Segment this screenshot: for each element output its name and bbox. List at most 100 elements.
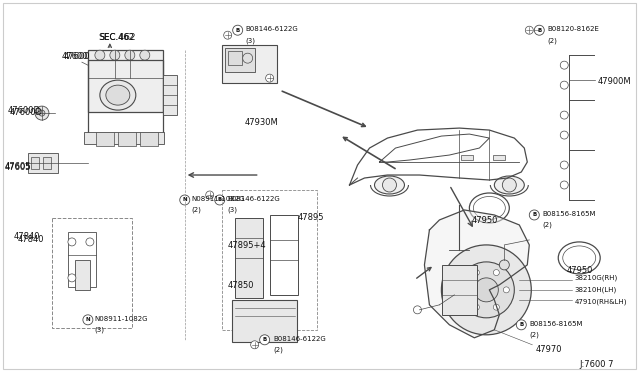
Circle shape (493, 270, 499, 276)
Text: SEC.462: SEC.462 (99, 33, 136, 42)
Circle shape (140, 50, 150, 60)
Circle shape (560, 181, 568, 189)
Circle shape (95, 50, 105, 60)
Text: N: N (182, 198, 187, 202)
Text: (3): (3) (246, 37, 255, 44)
Text: B: B (218, 198, 222, 202)
Text: B: B (262, 337, 267, 342)
Circle shape (534, 25, 544, 35)
Bar (493, 155, 506, 160)
Circle shape (529, 210, 540, 220)
Circle shape (525, 26, 533, 34)
Text: 47840: 47840 (14, 232, 40, 241)
Bar (43, 157, 51, 169)
Bar (88, 50, 163, 112)
Bar (68, 232, 96, 287)
Text: J:7600 7: J:7600 7 (579, 360, 614, 369)
Circle shape (474, 278, 499, 302)
Circle shape (83, 315, 93, 325)
Text: (2): (2) (274, 347, 284, 353)
Circle shape (560, 81, 568, 89)
Text: B08146-6122G: B08146-6122G (246, 26, 298, 32)
Text: 47895+4: 47895+4 (228, 241, 266, 250)
Text: B: B (532, 212, 536, 218)
Circle shape (474, 270, 479, 276)
Bar (75, 260, 90, 290)
Text: (2): (2) (542, 222, 552, 228)
Text: 47605: 47605 (5, 163, 31, 172)
Text: 47600: 47600 (64, 52, 90, 61)
Bar (118, 132, 136, 146)
Circle shape (413, 306, 421, 314)
Text: 47930M: 47930M (244, 118, 278, 127)
Bar (442, 265, 477, 315)
Circle shape (560, 61, 568, 69)
Text: 47910(RH&LH): 47910(RH&LH) (574, 299, 627, 305)
Text: (2): (2) (547, 37, 557, 44)
Circle shape (251, 341, 259, 349)
Text: B: B (537, 28, 541, 33)
Bar (221, 45, 276, 83)
Circle shape (266, 74, 274, 82)
Circle shape (493, 304, 499, 310)
Text: (2): (2) (529, 332, 539, 338)
Text: B: B (236, 28, 240, 33)
Circle shape (243, 53, 253, 63)
Circle shape (214, 195, 225, 205)
Ellipse shape (494, 176, 524, 194)
Circle shape (260, 335, 269, 345)
Bar (235, 218, 262, 298)
Circle shape (205, 191, 214, 199)
Text: 47895: 47895 (298, 213, 324, 222)
Text: 47605: 47605 (5, 162, 31, 171)
Circle shape (503, 287, 509, 293)
Circle shape (560, 161, 568, 169)
Text: 47840: 47840 (18, 235, 44, 244)
Bar (140, 132, 158, 146)
Circle shape (68, 274, 76, 282)
Text: (3): (3) (95, 327, 105, 333)
Text: 47600D: 47600D (10, 108, 43, 117)
Text: SEC.462: SEC.462 (100, 33, 135, 42)
Circle shape (180, 195, 189, 205)
Ellipse shape (106, 85, 130, 105)
Circle shape (68, 238, 76, 246)
Text: B: B (519, 322, 524, 327)
Text: N: N (86, 317, 90, 322)
Text: B08156-8165M: B08156-8165M (529, 321, 583, 327)
Bar (88, 60, 163, 135)
Text: (3): (3) (228, 207, 237, 214)
Ellipse shape (100, 80, 136, 110)
Text: N08911-1082G: N08911-1082G (192, 196, 245, 202)
Text: B08146-6122G: B08146-6122G (274, 336, 326, 342)
Circle shape (499, 260, 509, 270)
Text: 38210H(LH): 38210H(LH) (574, 287, 616, 294)
Text: 47600: 47600 (62, 52, 88, 61)
Bar (228, 51, 242, 65)
Text: (2): (2) (192, 207, 202, 214)
Circle shape (86, 238, 94, 246)
Circle shape (463, 287, 469, 293)
Text: 47970: 47970 (535, 345, 562, 354)
Circle shape (383, 178, 396, 192)
Circle shape (110, 50, 120, 60)
Bar (232, 300, 296, 342)
Bar (163, 75, 177, 115)
Text: 47950: 47950 (472, 216, 498, 225)
Text: N08911-1082G: N08911-1082G (95, 316, 148, 322)
Bar (28, 153, 58, 173)
Text: 38210G(RH): 38210G(RH) (574, 275, 618, 281)
Bar (269, 215, 298, 295)
Bar (84, 132, 164, 144)
Text: B08146-6122G: B08146-6122G (228, 196, 280, 202)
Circle shape (502, 178, 516, 192)
Text: B08156-8165M: B08156-8165M (542, 211, 596, 217)
Circle shape (35, 106, 49, 120)
Text: 47850: 47850 (228, 281, 254, 290)
Circle shape (224, 31, 232, 39)
Circle shape (560, 131, 568, 139)
Circle shape (442, 245, 531, 335)
Text: B08120-8162E: B08120-8162E (547, 26, 599, 32)
Circle shape (516, 320, 526, 330)
Circle shape (39, 110, 45, 116)
